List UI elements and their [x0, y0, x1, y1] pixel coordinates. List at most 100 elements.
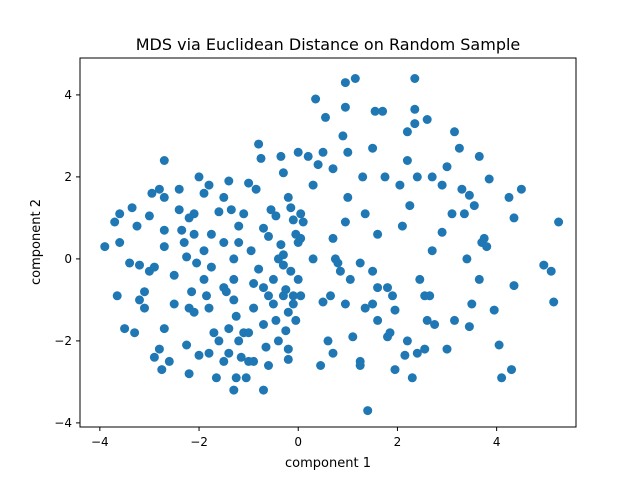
data-point-108	[291, 315, 301, 325]
data-point-127	[259, 283, 268, 293]
data-point-141	[321, 112, 330, 122]
data-point-16	[147, 188, 157, 198]
data-point-84	[251, 184, 261, 194]
data-point-232	[549, 297, 559, 307]
data-point-99	[276, 240, 286, 250]
data-point-227	[509, 213, 519, 223]
x-tick-label: −4	[91, 435, 109, 449]
data-point-62	[224, 348, 234, 358]
data-point-69	[231, 311, 241, 321]
data-point-124	[268, 274, 278, 284]
data-point-145	[328, 233, 338, 243]
data-point-113	[283, 344, 293, 354]
data-point-60	[219, 192, 229, 202]
data-point-65	[226, 205, 236, 215]
data-point-126	[271, 211, 281, 221]
data-point-169	[368, 143, 378, 153]
data-point-82	[249, 303, 259, 313]
data-point-87	[256, 153, 266, 163]
data-point-116	[288, 291, 298, 301]
data-point-226	[504, 192, 514, 202]
data-point-229	[516, 184, 526, 194]
data-point-209	[450, 127, 459, 137]
data-point-42	[192, 258, 202, 268]
data-point-112	[286, 266, 296, 276]
data-point-85	[254, 139, 264, 149]
data-point-90	[259, 223, 268, 233]
data-point-5	[125, 258, 135, 268]
data-point-143	[326, 291, 335, 301]
data-point-184	[400, 350, 410, 360]
data-point-223	[489, 305, 499, 315]
data-point-31	[177, 225, 187, 235]
data-point-26	[164, 356, 174, 366]
data-point-170	[370, 106, 380, 116]
data-point-71	[234, 221, 244, 231]
data-point-231	[546, 266, 556, 276]
y-axis-label: component 2	[29, 199, 44, 285]
data-point-133	[303, 151, 313, 161]
data-point-81	[249, 279, 259, 288]
data-point-156	[343, 192, 353, 202]
data-point-30	[174, 184, 184, 194]
x-tick-label: 4	[493, 435, 501, 449]
data-point-196	[420, 344, 430, 354]
data-point-233	[554, 217, 564, 227]
data-point-157	[345, 274, 355, 284]
data-point-155	[343, 147, 353, 157]
y-tick-label: 4	[64, 88, 72, 102]
data-point-200	[425, 291, 435, 301]
data-point-3	[115, 238, 125, 247]
data-point-110	[293, 147, 303, 157]
data-point-187	[402, 336, 412, 346]
data-point-129	[278, 291, 288, 301]
data-point-189	[407, 373, 417, 383]
data-point-8	[130, 328, 140, 338]
data-point-83	[249, 356, 259, 366]
data-point-186	[402, 156, 412, 165]
y-tick-label: 0	[64, 252, 72, 266]
data-point-109	[293, 274, 303, 284]
data-point-128	[244, 328, 254, 338]
data-point-181	[390, 365, 400, 375]
y-tick-label: 2	[64, 170, 72, 184]
data-point-96	[271, 315, 281, 325]
data-point-137	[313, 160, 323, 170]
data-point-202	[427, 246, 437, 256]
data-point-222	[484, 174, 494, 184]
data-point-1	[110, 217, 120, 227]
data-point-201	[427, 172, 437, 182]
data-point-162	[355, 258, 365, 268]
x-tick-label: 2	[394, 435, 402, 449]
data-point-163	[358, 172, 368, 182]
plot-frame	[79, 57, 577, 428]
data-point-168	[368, 266, 378, 276]
data-point-52	[206, 229, 216, 239]
data-point-49	[204, 303, 214, 313]
data-point-219	[474, 151, 484, 161]
data-point-40	[189, 209, 199, 219]
data-point-185	[402, 127, 412, 137]
data-point-216	[467, 299, 477, 309]
data-point-75	[239, 209, 249, 219]
data-point-23	[159, 225, 169, 235]
data-point-164	[360, 209, 370, 219]
data-point-95	[268, 299, 278, 309]
data-point-236	[482, 242, 492, 252]
data-point-11	[140, 287, 149, 297]
y-axis-ticks: −4 −2 0 2 4	[54, 88, 80, 430]
data-point-58	[219, 238, 229, 247]
data-point-221	[479, 233, 489, 243]
data-point-121	[298, 217, 308, 227]
data-point-21	[159, 156, 169, 165]
data-point-34	[182, 340, 192, 350]
data-point-63	[224, 324, 234, 334]
data-points	[100, 74, 564, 416]
data-point-212	[457, 184, 467, 194]
data-point-179	[388, 291, 397, 301]
data-point-172	[373, 315, 383, 325]
data-point-183	[397, 221, 407, 231]
data-point-203	[430, 320, 440, 329]
data-point-214	[462, 254, 472, 264]
